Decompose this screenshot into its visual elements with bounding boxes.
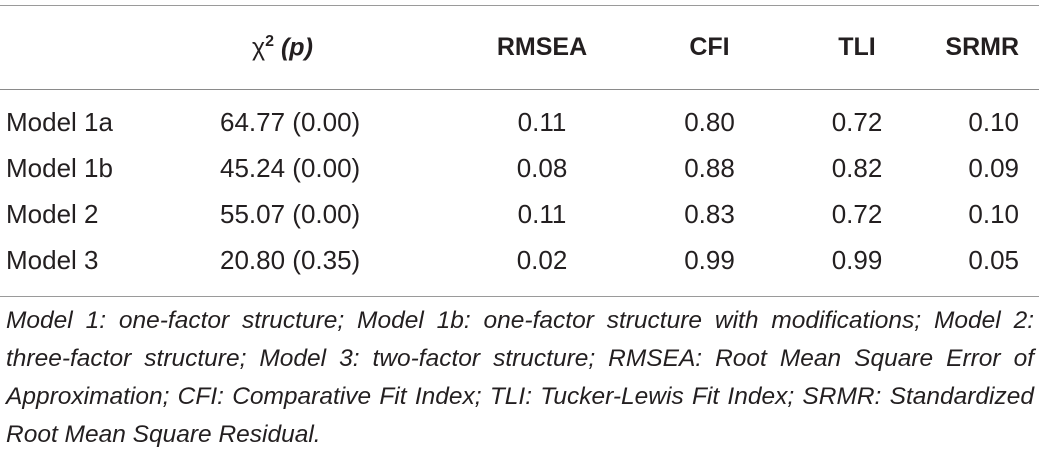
cell-chi: 20.80 (0.35): [220, 244, 361, 275]
header-model: [0, 6, 196, 89]
cell-model: Model 2: [6, 198, 99, 229]
table-row: Model 1b 45.24 (0.00) 0.08 0.88 0.82 0.0…: [0, 145, 1039, 191]
header-row: χ2 (p) RMSEA CFI TLI SRMR: [0, 6, 1039, 89]
model-fit-table: χ2 (p) RMSEA CFI TLI SRMR Model 1a 64.77…: [0, 6, 1039, 283]
header-tli: TLI: [838, 33, 876, 61]
cell-model: Model 3: [6, 244, 99, 275]
cell-chi: 55.07 (0.00): [220, 198, 361, 229]
table-row: Model 1a 64.77 (0.00) 0.11 0.80 0.72 0.1…: [0, 89, 1039, 145]
table-row: Model 2 55.07 (0.00) 0.11 0.83 0.72 0.10: [0, 191, 1039, 237]
header-srmr: SRMR: [945, 33, 1019, 61]
table-footnote: Model 1: one-factor structure; Model 1b:…: [6, 307, 1034, 448]
header-cfi: CFI: [689, 33, 730, 61]
cell-model: Model 1a: [6, 106, 113, 137]
header-chi-square: χ2 (p): [196, 6, 452, 89]
cell-chi: 64.77 (0.00): [220, 106, 361, 137]
chi-p-label: (p): [280, 33, 313, 62]
cell-chi: 45.24 (0.00): [220, 152, 361, 183]
cell-srmr: 0.05: [968, 244, 1019, 275]
chi-superscript: 2: [265, 32, 275, 50]
table-row: Model 3 20.80 (0.35) 0.02 0.99 0.99 0.05: [0, 237, 1039, 283]
header-rule: [0, 89, 1039, 90]
cell-rmsea: 0.02: [516, 244, 568, 275]
header-rmsea: RMSEA: [496, 33, 588, 61]
cell-tli: 0.72: [831, 198, 883, 229]
cell-model: Model 1b: [6, 152, 113, 183]
cell-rmsea: 0.11: [517, 198, 567, 229]
cell-rmsea: 0.08: [516, 152, 568, 183]
bottom-rule: [0, 296, 1039, 297]
cell-srmr: 0.09: [968, 152, 1019, 183]
cell-tli: 0.72: [831, 106, 883, 137]
cell-rmsea: 0.11: [517, 106, 567, 137]
cell-cfi: 0.99: [684, 244, 735, 275]
cell-cfi: 0.83: [684, 198, 735, 229]
cell-tli: 0.99: [831, 244, 883, 275]
cell-cfi: 0.88: [684, 152, 735, 183]
cell-tli: 0.82: [831, 152, 883, 183]
cell-cfi: 0.80: [684, 106, 735, 137]
top-rule: [0, 5, 1039, 6]
cell-srmr: 0.10: [968, 198, 1019, 229]
chi-symbol: χ: [252, 33, 266, 62]
cell-srmr: 0.10: [968, 106, 1019, 137]
